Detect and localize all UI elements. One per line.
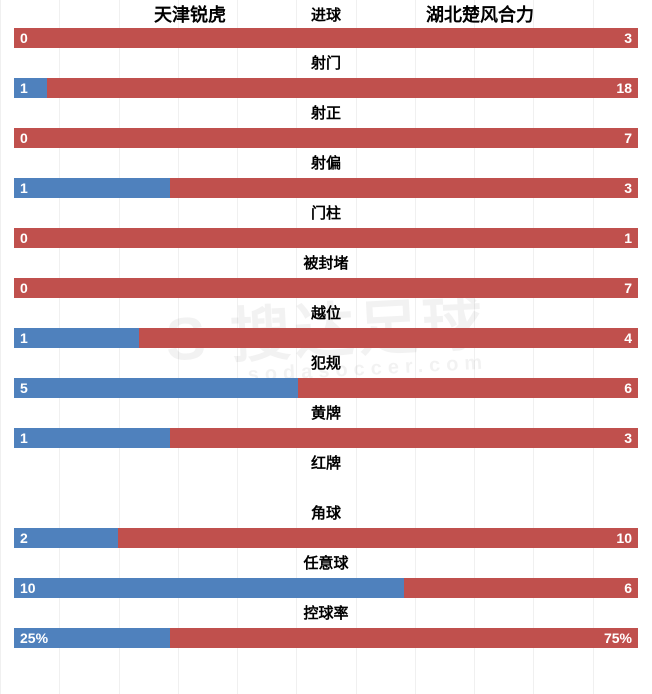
bar-right-segment bbox=[118, 528, 638, 548]
stat-label: 射正 bbox=[0, 100, 652, 128]
stat-row: 犯规56 bbox=[0, 350, 652, 398]
stat-label: 射偏 bbox=[0, 150, 652, 178]
bar-right-segment bbox=[14, 278, 638, 298]
value-left: 1 bbox=[14, 428, 34, 448]
value-left: 1 bbox=[14, 78, 34, 98]
value-right: 3 bbox=[618, 178, 638, 198]
bar-left-segment bbox=[14, 428, 170, 448]
value-right: 7 bbox=[618, 128, 638, 148]
stat-row: 射偏13 bbox=[0, 150, 652, 198]
stat-bar: 2 10 bbox=[14, 528, 638, 548]
stat-bar: 1 18 bbox=[14, 78, 638, 98]
value-left: 1 bbox=[14, 178, 34, 198]
stat-label: 任意球 bbox=[0, 550, 652, 578]
stat-label: 被封堵 bbox=[0, 250, 652, 278]
value-left: 5 bbox=[14, 378, 34, 398]
bar-right-segment bbox=[170, 428, 638, 448]
stat-label: 黄牌 bbox=[0, 400, 652, 428]
value-left: 0 bbox=[14, 128, 34, 148]
stat-row: 03 bbox=[0, 28, 652, 48]
stat-bar: 01 bbox=[14, 228, 638, 248]
first-stat-label: 进球 bbox=[286, 4, 366, 25]
stat-row: 被封堵07 bbox=[0, 250, 652, 298]
stat-bar: 07 bbox=[14, 278, 638, 298]
stat-label: 门柱 bbox=[0, 200, 652, 228]
value-left: 10 bbox=[14, 578, 42, 598]
value-left: 25% bbox=[14, 628, 54, 648]
team-left-name: 天津锐虎 bbox=[0, 1, 286, 27]
stat-label: 控球率 bbox=[0, 600, 652, 628]
stat-bar: 03 bbox=[14, 28, 638, 48]
bar-left-segment bbox=[14, 578, 404, 598]
value-left: 0 bbox=[14, 228, 34, 248]
value-right: 18 bbox=[610, 78, 638, 98]
bar-right-segment bbox=[170, 178, 638, 198]
stat-row: 红牌 bbox=[0, 450, 652, 498]
stat-row: 越位14 bbox=[0, 300, 652, 348]
bar-right-segment bbox=[298, 378, 638, 398]
stat-bar: 13 bbox=[14, 428, 638, 448]
stat-row: 控球率25% 75% bbox=[0, 600, 652, 648]
value-right: 6 bbox=[618, 578, 638, 598]
bar-right-segment bbox=[14, 228, 638, 248]
stat-row: 黄牌13 bbox=[0, 400, 652, 448]
value-right: 3 bbox=[618, 428, 638, 448]
team-right-name: 湖北楚风合力 bbox=[366, 1, 652, 27]
stat-row: 角球2 10 bbox=[0, 500, 652, 548]
stat-bar: 14 bbox=[14, 328, 638, 348]
header-row: 天津锐虎 进球 湖北楚风合力 bbox=[0, 0, 652, 28]
stat-row: 门柱01 bbox=[0, 200, 652, 248]
value-right: 10 bbox=[610, 528, 638, 548]
value-right: 3 bbox=[618, 28, 638, 48]
stats-rows-container: 03射门118射正07射偏13门柱01被封堵07越位14犯规56黄牌13红牌角球… bbox=[0, 28, 652, 648]
value-left: 2 bbox=[14, 528, 34, 548]
stat-row: 射门1 18 bbox=[0, 50, 652, 98]
stat-label: 犯规 bbox=[0, 350, 652, 378]
bar-right-segment bbox=[139, 328, 638, 348]
value-left: 0 bbox=[14, 28, 34, 48]
stat-bar: 13 bbox=[14, 178, 638, 198]
stat-bar: 25% 75% bbox=[14, 628, 638, 648]
stat-row: 任意球10 6 bbox=[0, 550, 652, 598]
value-left: 1 bbox=[14, 328, 34, 348]
stat-bar: 07 bbox=[14, 128, 638, 148]
stat-row: 射正07 bbox=[0, 100, 652, 148]
value-right: 75% bbox=[598, 628, 638, 648]
bar-right-segment bbox=[170, 628, 638, 648]
bar-right-segment bbox=[14, 28, 638, 48]
value-right: 7 bbox=[618, 278, 638, 298]
bar-right-segment bbox=[47, 78, 638, 98]
value-right: 6 bbox=[618, 378, 638, 398]
stat-bar: 56 bbox=[14, 378, 638, 398]
bar-right-segment bbox=[404, 578, 638, 598]
bar-right-segment bbox=[14, 128, 638, 148]
stat-label: 红牌 bbox=[0, 450, 652, 478]
stat-bar: 10 6 bbox=[14, 578, 638, 598]
stat-label: 越位 bbox=[0, 300, 652, 328]
stat-label: 射门 bbox=[0, 50, 652, 78]
value-right: 4 bbox=[618, 328, 638, 348]
stat-label: 角球 bbox=[0, 500, 652, 528]
bar-left-segment bbox=[14, 378, 298, 398]
value-right: 1 bbox=[618, 228, 638, 248]
value-left: 0 bbox=[14, 278, 34, 298]
bar-left-segment bbox=[14, 178, 170, 198]
